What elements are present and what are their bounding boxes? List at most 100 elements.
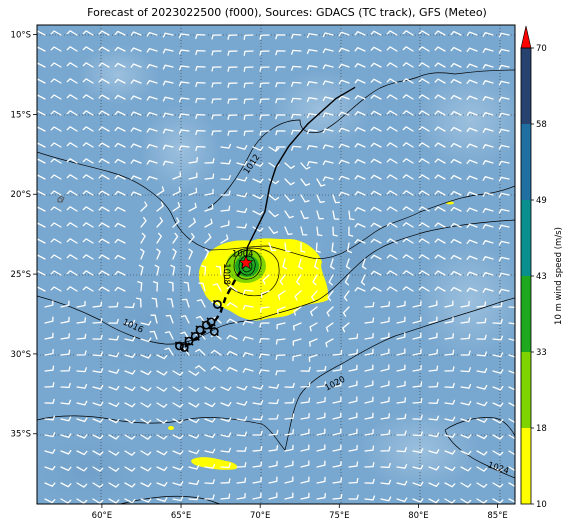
wind-barb (492, 498, 504, 504)
wind-barb (332, 412, 342, 420)
wind-barb (76, 300, 86, 308)
wind-barb (60, 449, 72, 455)
lon-tick-label: 60°E (92, 511, 112, 521)
wind-barb (162, 128, 174, 134)
wind-barb (98, 190, 110, 196)
colorbar-segment (521, 352, 531, 428)
wind-barb (172, 386, 184, 393)
wind-barb (154, 264, 160, 276)
wind-barb (348, 461, 359, 468)
wind-barb (450, 174, 462, 180)
wind-barb (293, 306, 302, 316)
wind-barb (428, 316, 438, 324)
tc-position-tail (201, 320, 211, 330)
wind-barb (396, 497, 408, 503)
wind-barb (114, 110, 126, 116)
wind-barb (498, 64, 510, 70)
wind-barb (482, 223, 494, 229)
wind-barb (37, 62, 46, 68)
wind-barb (348, 333, 359, 340)
wind-barb (60, 498, 72, 504)
wind-barb (60, 482, 72, 488)
wind-barb (402, 237, 414, 244)
isobar-1012-line (37, 151, 515, 259)
wind-barb (60, 433, 72, 439)
wind-barb (50, 94, 62, 100)
wind-barb (396, 413, 407, 420)
wind-barb (195, 65, 206, 72)
wind-speed-colorbar: 10 18 33 43 49 58 70 10 m wind speed (m/s) (520, 25, 564, 510)
wind-barb (98, 62, 110, 68)
wind-barb (178, 65, 190, 71)
wind-barb (476, 450, 488, 456)
tc-position-tail (174, 341, 185, 351)
wind-barb (37, 238, 46, 244)
wind-barb (380, 396, 390, 404)
wind-barb (220, 417, 232, 423)
wind-barb (124, 418, 136, 424)
wind-barb (236, 431, 248, 437)
wind-barb (482, 159, 494, 165)
wind-barb (268, 414, 279, 420)
wind-barb (108, 335, 120, 341)
wind-barb (380, 348, 390, 356)
wind-barb (364, 495, 376, 501)
wind-barb (309, 322, 318, 332)
wind-barb (476, 384, 488, 390)
wind-barb (156, 497, 168, 503)
wind-barb (44, 332, 54, 340)
tc-position-symbol (190, 331, 200, 341)
wind-barb (364, 364, 374, 372)
wind-barb (492, 418, 504, 424)
wind-barb (204, 494, 215, 500)
wind-barb (220, 159, 232, 165)
wind-barb (227, 114, 238, 120)
wind-barb (140, 402, 152, 408)
wind-barb (66, 61, 78, 68)
wind-barb (348, 444, 358, 452)
wind-barb (450, 190, 462, 196)
wind-barb (137, 281, 143, 292)
wind-barb (259, 337, 270, 344)
wind-barb (364, 445, 375, 452)
wind-barb (364, 332, 374, 340)
wind-barb (444, 399, 456, 405)
wind-barb (380, 380, 390, 388)
wind-barb (450, 206, 462, 212)
wind-barb (476, 317, 487, 324)
wind-barb (44, 432, 56, 438)
wind-barb (396, 380, 406, 388)
wind-barb (298, 258, 303, 270)
wind-barb (156, 450, 168, 456)
wind-barb (402, 205, 414, 212)
wind-barb (370, 46, 382, 52)
wind-barb (450, 110, 462, 116)
wind-barb (156, 248, 161, 260)
wind-barb (482, 127, 494, 133)
wind-barb (402, 45, 414, 52)
wind-barb (466, 175, 478, 180)
wind-barb (418, 254, 430, 260)
wind-barb (98, 46, 110, 52)
wind-barb (130, 63, 142, 68)
wind-barb (284, 194, 295, 202)
wind-barb (418, 158, 430, 164)
wind-barb (92, 482, 104, 489)
wind-barb (108, 318, 119, 324)
wind-barb (396, 332, 406, 340)
wind-barb (450, 62, 462, 68)
wind-barb (37, 30, 46, 36)
wind-barb (482, 271, 494, 277)
wind-barb (332, 365, 343, 372)
wind-barb (92, 401, 104, 407)
wind-barb (242, 289, 254, 295)
wind-barb (428, 300, 438, 308)
wind-barb (380, 332, 390, 340)
wind-barb (434, 190, 446, 196)
wind-barb (60, 399, 72, 405)
wind-barb (460, 383, 472, 389)
wind-barb (236, 401, 248, 406)
wind-barb (386, 270, 398, 276)
wind-barb (434, 62, 446, 68)
wind-barb (50, 30, 62, 36)
